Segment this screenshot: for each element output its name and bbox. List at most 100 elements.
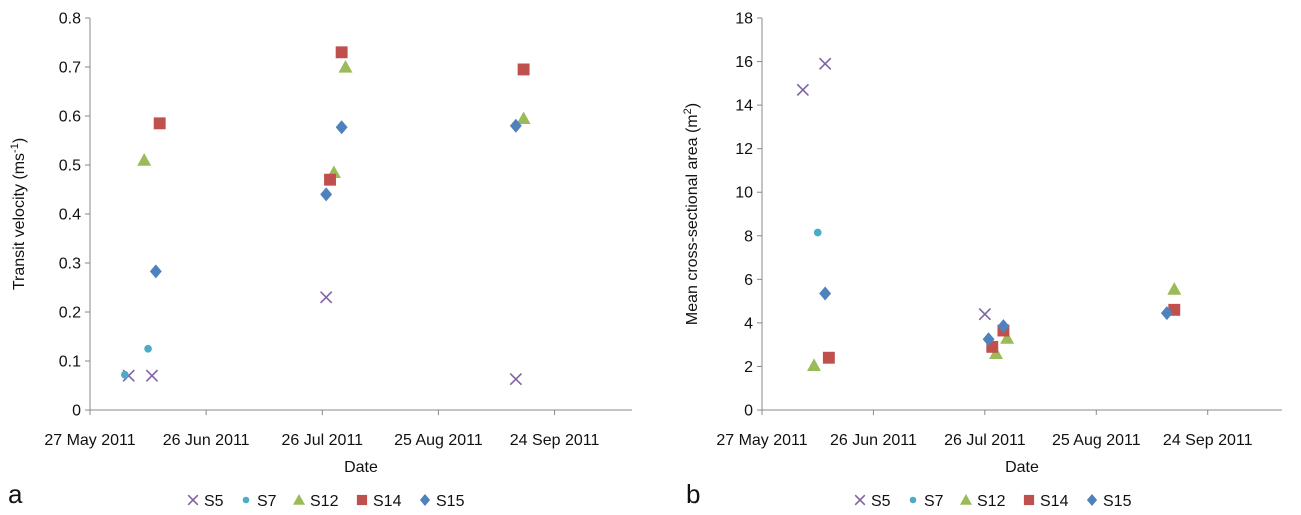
legend-label: S7 — [924, 493, 944, 510]
data-point — [818, 57, 832, 70]
panel-label: b — [686, 479, 700, 509]
data-point — [509, 372, 523, 386]
legend-marker-s7 — [909, 496, 917, 504]
y-axis-title-base: Mean cross-sectional area (m — [684, 114, 701, 325]
data-point — [120, 370, 129, 379]
x-tick-label: 26 Jun 2011 — [830, 432, 917, 449]
data-point — [978, 308, 992, 321]
legend-label: S5 — [871, 493, 891, 510]
x-tick-label: 27 May 2011 — [716, 432, 807, 449]
data-point — [819, 286, 832, 301]
data-point — [813, 228, 822, 237]
data-point — [335, 46, 348, 59]
x-tick-label: 24 Sep 2011 — [1163, 432, 1253, 449]
legend: S5 S7 S12 S14 S15 — [187, 493, 465, 510]
y-tick-label: 0.3 — [59, 256, 81, 273]
data-point — [1000, 331, 1015, 344]
y-tick-label: 14 — [735, 98, 753, 115]
legend-label: S12 — [310, 493, 339, 510]
data-point — [517, 63, 530, 76]
data-point — [324, 173, 336, 186]
chart-panel-a: 0 0.1 0.2 0.3 0.4 0.5 0.6 0.7 0.8 27 May 2011 26 J… — [8, 11, 632, 510]
legend-label: S12 — [977, 493, 1006, 510]
series-s15 — [149, 118, 522, 279]
data-point — [320, 187, 333, 202]
data-point — [807, 358, 821, 371]
series-s14 — [153, 46, 530, 186]
y-tick-label: 0.2 — [59, 305, 81, 322]
y-tick-label: 0.1 — [59, 354, 81, 371]
x-tick-label: 26 Jul 2011 — [282, 432, 364, 449]
legend-label: S7 — [257, 493, 277, 510]
data-point — [982, 332, 995, 347]
y-axis-title-tail: ) — [684, 103, 701, 108]
x-tick-label: 26 Jun 2011 — [163, 432, 250, 449]
y-tick-label: 4 — [744, 315, 753, 332]
y-tick-label: 6 — [744, 272, 753, 289]
data-point — [509, 118, 522, 133]
x-tick-label: 26 Jul 2011 — [944, 432, 1026, 449]
series-s15 — [819, 286, 1173, 347]
legend-marker-s14 — [1023, 494, 1035, 506]
y-tick-label: 0 — [744, 403, 753, 420]
legend-label: S15 — [1103, 493, 1132, 510]
legend-marker-s12 — [293, 494, 305, 505]
series-s12 — [807, 282, 1182, 371]
y-tick-label: 0.4 — [59, 207, 81, 224]
legend-marker-s14 — [356, 494, 368, 506]
data-point — [516, 111, 531, 125]
legend-marker-s7 — [242, 496, 250, 504]
data-point — [796, 83, 810, 97]
y-tick-label: 0.5 — [59, 158, 81, 175]
series-s5 — [122, 291, 523, 386]
x-axis-title: Date — [344, 459, 378, 476]
legend-label: S14 — [1040, 493, 1069, 510]
y-tick-label: 16 — [735, 54, 753, 71]
series-s5 — [796, 57, 992, 321]
data-point — [335, 120, 348, 135]
y-tick-label: 0.7 — [59, 60, 81, 77]
y-tick-label: 18 — [735, 11, 753, 28]
y-tick-label: 12 — [735, 141, 753, 158]
legend-marker-s5 — [187, 494, 199, 506]
x-tick-label: 25 Aug 2011 — [394, 432, 483, 449]
data-point — [319, 291, 333, 304]
panel-label: a — [8, 479, 23, 509]
data-point — [822, 351, 835, 364]
y-tick-label: 0.6 — [59, 109, 81, 126]
x-tick-label: 27 May 2011 — [44, 432, 135, 449]
y-axis-title-sup: -1 — [9, 143, 21, 153]
legend-marker-s12 — [960, 494, 972, 505]
data-point — [986, 340, 999, 353]
series-s7 — [120, 344, 152, 379]
series-s14 — [822, 303, 1181, 364]
data-point — [145, 369, 159, 382]
legend-marker-s15 — [419, 494, 431, 506]
y-axis-title-tail: ) — [11, 138, 28, 143]
legend-marker-s5 — [854, 494, 866, 506]
y-axis-title: Transit velocity (ms-1) — [9, 138, 28, 290]
data-point — [338, 60, 353, 73]
chart-panel-b: 0 2 4 6 8 10 12 14 16 18 27 May 2011 26 Jun 2011 26 … — [682, 11, 1282, 510]
x-axis-title: Date — [1005, 459, 1039, 476]
x-tick-label: 25 Aug 2011 — [1052, 432, 1141, 449]
y-axis-title: Mean cross-sectional area (m2) — [682, 103, 701, 325]
y-tick-label: 8 — [744, 228, 753, 245]
legend-label: S14 — [373, 493, 402, 510]
data-point — [144, 344, 152, 353]
legend: S5 S7 S12 S14 S15 — [854, 493, 1132, 510]
y-axis-title-sup: 2 — [682, 108, 694, 114]
y-tick-label: 0 — [72, 403, 81, 420]
y-tick-label: 0.8 — [59, 11, 81, 28]
data-point — [137, 153, 152, 166]
legend-marker-s15 — [1086, 494, 1098, 506]
y-tick-label: 2 — [744, 359, 753, 376]
data-point — [149, 264, 162, 279]
legend-label: S15 — [436, 493, 465, 510]
data-point — [1160, 306, 1173, 321]
series-s7 — [813, 228, 822, 237]
data-point — [153, 117, 166, 130]
legend-label: S5 — [204, 493, 224, 510]
data-point — [1168, 303, 1181, 316]
